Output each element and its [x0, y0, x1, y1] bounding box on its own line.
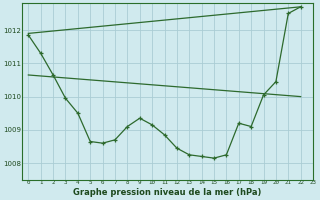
X-axis label: Graphe pression niveau de la mer (hPa): Graphe pression niveau de la mer (hPa) — [73, 188, 262, 197]
